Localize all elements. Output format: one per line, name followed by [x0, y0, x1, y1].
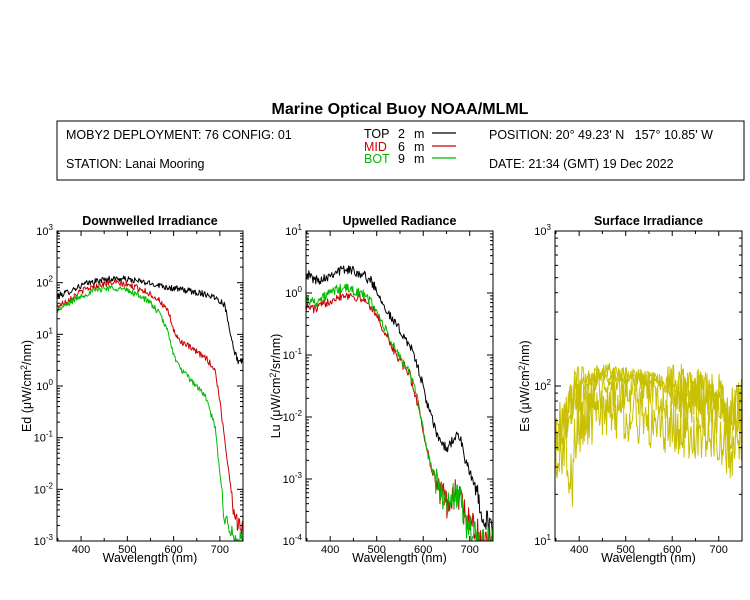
x-tick-label: 700: [211, 544, 229, 556]
y-tick-label: 10-2: [34, 481, 54, 496]
panel-title: Downwelled Irradiance: [82, 214, 218, 228]
x-tick-label: 500: [118, 544, 136, 556]
y-tick-label: 102: [534, 378, 551, 393]
x-tick-label: 500: [617, 544, 635, 556]
y-tick-label: 10-4: [283, 533, 303, 548]
y-tick-label: 100: [36, 378, 53, 393]
plot-frame: [305, 230, 494, 542]
plot-frame: [56, 230, 244, 542]
x-tick-label: 700: [461, 544, 479, 556]
depth-legend: TOP 2 m MID 6 m BOT 9 m: [364, 127, 456, 166]
y-tick-label: 100: [285, 285, 302, 300]
panel-2: Upwelled Radiance 400 500 600 700 Wavelength …: [268, 214, 494, 565]
station-text: STATION: Lanai Mooring: [66, 157, 205, 171]
y-tick-label: 101: [534, 533, 551, 548]
legend-bot-value: 9: [398, 152, 405, 166]
series-group: [306, 265, 493, 541]
legend-mid-label: MID: [364, 140, 387, 154]
panel-1: Downwelled Irradiance 400 500 600 700 Wavelen…: [19, 214, 244, 565]
series-line-mid: [57, 279, 243, 535]
chart-panels: Downwelled Irradiance 400 500 600 700 Wavelen…: [19, 214, 743, 565]
y-tick-label: 102: [36, 275, 53, 290]
y-axis-label: Ed (μW/cm2/nm): [19, 340, 34, 432]
legend-top-unit: m: [414, 127, 424, 141]
legend-mid-unit: m: [414, 140, 424, 154]
y-tick-label: 10-3: [34, 533, 54, 548]
legend-bot-label: BOT: [364, 152, 390, 166]
y-tick-label: 101: [285, 223, 302, 238]
x-tick-label: 400: [570, 544, 588, 556]
date-text: DATE: 21:34 (GMT) 19 Dec 2022: [489, 157, 674, 171]
x-tick-label: 400: [321, 544, 339, 556]
series-group: [57, 275, 243, 541]
deployment-text: MOBY2 DEPLOYMENT: 76 CONFIG: 01: [66, 128, 292, 142]
x-tick-label: 600: [164, 544, 182, 556]
x-axis-label: Wavelength (nm): [352, 551, 447, 565]
y-tick-label: 10-2: [283, 409, 303, 424]
x-tick-label: 700: [710, 544, 728, 556]
y-axis-label: Es (μW/cm2/nm): [517, 340, 532, 431]
series-line-es-4: [555, 384, 742, 507]
x-axis-label: Wavelength (nm): [601, 551, 696, 565]
x-tick-label: 600: [414, 544, 432, 556]
y-tick-label: 103: [534, 223, 551, 238]
x-tick-label: 500: [368, 544, 386, 556]
series-line-top: [57, 275, 243, 365]
x-axis-label: Wavelength (nm): [103, 551, 198, 565]
info-box-frame: [56, 120, 745, 181]
legend-top-label: TOP: [364, 127, 389, 141]
series-line-bot: [306, 283, 493, 541]
x-tick-label: 400: [72, 544, 90, 556]
figure-title: Marine Optical Buoy NOAA/MLML: [272, 101, 529, 118]
position-text: POSITION: 20° 49.23' N 157° 10.85' W: [489, 128, 713, 142]
series-line-top: [306, 265, 493, 537]
legend-bot-unit: m: [414, 152, 424, 166]
legend-mid-value: 6: [398, 140, 405, 154]
y-tick-label: 103: [36, 223, 53, 238]
info-box: MOBY2 DEPLOYMENT: 76 CONFIG: 01 STATION:…: [56, 120, 745, 181]
series-line-bot: [57, 285, 243, 541]
y-tick-label: 10-1: [283, 347, 303, 362]
y-tick-label: 101: [36, 326, 53, 341]
y-tick-label: 10-3: [283, 471, 303, 486]
y-axis-label: Lu (μW/cm2/sr/nm): [268, 334, 283, 439]
panel-3: Surface Irradiance 400 500 600 700 Wavelength…: [517, 214, 743, 565]
series-group: [555, 363, 742, 507]
panel-title: Surface Irradiance: [594, 214, 703, 228]
x-tick-label: 600: [663, 544, 681, 556]
y-tick-label: 10-1: [34, 430, 54, 445]
legend-top-value: 2: [398, 127, 405, 141]
panel-title: Upwelled Radiance: [343, 214, 457, 228]
